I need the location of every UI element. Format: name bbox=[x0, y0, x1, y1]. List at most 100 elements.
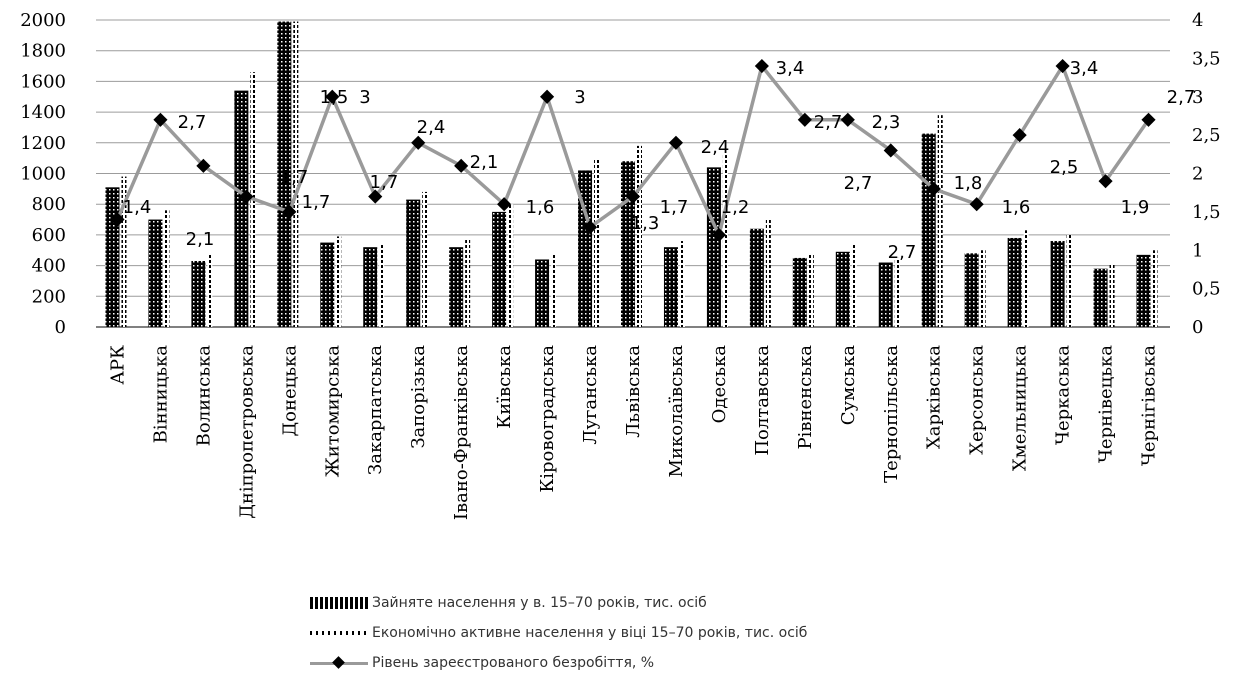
data-label: 1,8 bbox=[954, 173, 983, 194]
y-tick-label: 1000 bbox=[20, 164, 66, 185]
unemployment-marker bbox=[625, 189, 641, 204]
category-label: Донецька bbox=[279, 345, 300, 437]
bar-active bbox=[164, 210, 170, 327]
category-label: Хмельницька bbox=[1010, 345, 1031, 471]
data-label: 1,7 bbox=[302, 192, 331, 213]
data-label: 2,4 bbox=[701, 137, 730, 158]
bar-employed bbox=[191, 260, 206, 327]
legend-label-employed: Зайняте населення у в. 15–70 років, тис.… bbox=[372, 595, 707, 611]
unemployment-marker bbox=[969, 197, 984, 212]
legend-item-active: Економічно активне населення у віці 15–7… bbox=[310, 618, 807, 648]
category-label: АРК bbox=[107, 345, 128, 385]
data-label: 2,5 bbox=[1050, 157, 1079, 178]
data-label: 1,7 bbox=[660, 197, 689, 218]
data-label: 2,1 bbox=[470, 152, 499, 173]
data-label: 1,4 bbox=[123, 197, 152, 218]
data-label: 2,7 bbox=[888, 242, 917, 263]
unemployment-marker bbox=[840, 112, 855, 127]
data-label: 2,7 bbox=[178, 112, 207, 133]
legend: Зайняте населення у в. 15–70 років, тис.… bbox=[310, 588, 807, 678]
unemployment-marker bbox=[668, 135, 684, 150]
category-label: Закарпатська bbox=[365, 345, 386, 475]
bar-active bbox=[1109, 264, 1115, 327]
data-label: 2,3 bbox=[872, 112, 901, 133]
category-label: Дніпропетровська bbox=[236, 345, 257, 519]
category-label: Черкаська bbox=[1053, 345, 1074, 445]
category-label: Сумська bbox=[838, 345, 859, 425]
y-tick-label: 800 bbox=[32, 194, 66, 215]
category-label: Львівська bbox=[623, 345, 644, 438]
unemployment-marker bbox=[711, 227, 726, 242]
data-label: 2,7 bbox=[844, 173, 873, 194]
y2-tick-label: 1 bbox=[1192, 240, 1203, 261]
bar-employed bbox=[921, 133, 936, 327]
bar-employed bbox=[406, 199, 421, 327]
bar-employed bbox=[964, 253, 979, 327]
combo-chart: 0 200 400 600 800 1000 1200 1400 1600 1800 2000 0 0,… bbox=[20, 10, 1221, 520]
unemployment-marker bbox=[797, 112, 812, 127]
data-label: 1,9 bbox=[1121, 197, 1150, 218]
y2-tick-label: 2 bbox=[1192, 164, 1203, 185]
bar-employed bbox=[234, 90, 249, 327]
legend-label-active: Економічно активне населення у віці 15–7… bbox=[372, 625, 808, 641]
y2-tick-label: 0 bbox=[1192, 317, 1203, 338]
y-tick-label: 200 bbox=[32, 286, 66, 307]
data-label: 3,4 bbox=[1070, 58, 1099, 79]
category-label: Вінницька bbox=[150, 345, 171, 444]
legend-item-employed: Зайняте населення у в. 15–70 років, тис.… bbox=[310, 588, 807, 618]
bar-employed bbox=[621, 161, 635, 327]
bar-employed bbox=[535, 259, 550, 327]
data-label: 3,4 bbox=[776, 58, 805, 79]
data-label: 2,1 bbox=[186, 229, 215, 250]
bar-employed bbox=[363, 247, 378, 327]
unemployment-marker bbox=[196, 158, 211, 173]
bar-employed bbox=[706, 167, 721, 327]
y2-tick-label: 0,5 bbox=[1192, 279, 1221, 300]
unemployment-marker bbox=[1098, 174, 1113, 189]
bar-active bbox=[1066, 234, 1072, 327]
data-label: 1,7 bbox=[280, 167, 309, 188]
y2-tick-label: 4 bbox=[1192, 10, 1203, 31]
bar-employed bbox=[1007, 237, 1022, 327]
category-label: Херсонська bbox=[967, 345, 988, 455]
bar-active bbox=[207, 254, 213, 327]
unemployment-marker bbox=[239, 189, 254, 204]
bar-active bbox=[422, 191, 428, 327]
bar-employed bbox=[105, 187, 120, 327]
bar-active bbox=[637, 145, 642, 327]
bar-active bbox=[808, 254, 814, 327]
y2-tick-label: 1,5 bbox=[1192, 202, 1221, 223]
unemployment-marker bbox=[1012, 128, 1027, 143]
legend-item-unemployment: Рівень зареєстрованого безробіття, % bbox=[310, 648, 807, 678]
bar-employed bbox=[749, 228, 764, 327]
category-label: Рівненська bbox=[795, 345, 816, 450]
category-label: Одеська bbox=[709, 345, 730, 424]
bar-active bbox=[1023, 230, 1029, 327]
bar-active bbox=[679, 241, 685, 327]
legend-label-unemployment: Рівень зареєстрованого безробіття, % bbox=[372, 655, 655, 671]
data-label: 3 bbox=[574, 87, 585, 108]
category-label: Волинська bbox=[193, 345, 214, 447]
bar-employed bbox=[320, 242, 335, 327]
unemployment-marker bbox=[325, 89, 340, 104]
category-label: Луганська bbox=[580, 345, 601, 445]
bar-active bbox=[121, 176, 127, 327]
legend-swatch-active bbox=[310, 631, 368, 635]
y2-tick-label: 3,5 bbox=[1192, 48, 1221, 69]
bar-employed bbox=[1093, 268, 1108, 327]
y-tick-label: 0 bbox=[55, 317, 66, 338]
bar-employed bbox=[492, 211, 507, 327]
category-label: Запорізька bbox=[408, 345, 429, 449]
bar-active bbox=[379, 244, 385, 327]
y2-tick-label: 3 bbox=[1192, 87, 1203, 108]
bar-employed bbox=[1050, 241, 1065, 327]
y-tick-label: 1600 bbox=[20, 71, 66, 92]
bar-active bbox=[465, 239, 471, 327]
bar-employed bbox=[148, 219, 163, 327]
unemployment-marker bbox=[411, 135, 426, 150]
bar-active bbox=[336, 236, 342, 327]
category-label: Миколаївська bbox=[666, 345, 687, 478]
category-label: Івано-Франківська bbox=[451, 345, 472, 520]
unemployment-marker bbox=[582, 220, 598, 235]
unemployment-marker bbox=[926, 181, 941, 196]
